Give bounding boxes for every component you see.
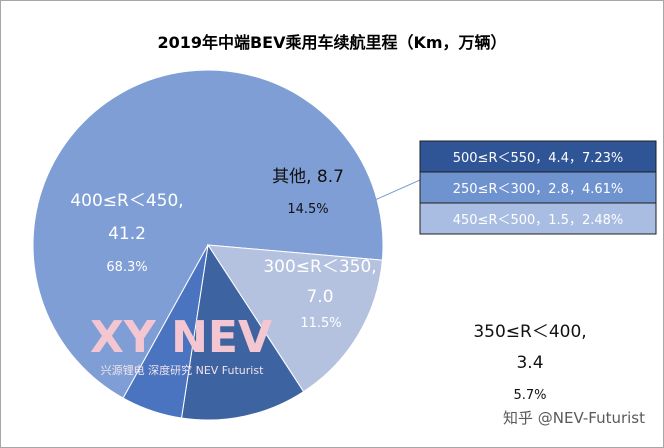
- slice-label-other-name: 其他, 8.7: [272, 167, 344, 187]
- breakdown-row-250-300-box: [419, 171, 657, 204]
- slice-400-450: [32, 69, 384, 399]
- callout-line: [374, 179, 421, 201]
- other-breakdown-table: 500≤R＜550，4.4，7.23% 250≤R＜300，2.8，4.61% 45…: [419, 140, 657, 235]
- breakdown-row-450-500-box: [419, 202, 657, 235]
- breakdown-row-500-550-box: [419, 140, 657, 173]
- slice-label-350-400-percent: 5.7%: [513, 388, 546, 403]
- slice-350-400: [122, 244, 209, 419]
- breakdown-row-450-500-text: 450≤R＜500，1.5，2.48%: [453, 213, 624, 228]
- breakdown-row-500-550-text: 500≤R＜550，4.4，7.23%: [453, 151, 624, 166]
- slice-label-other: 其他, 8.7 14.5%: [272, 167, 344, 217]
- watermark-tagline: 兴源锂电 深度研究 NEV Futurist: [101, 363, 264, 377]
- pie-slices: [32, 69, 384, 421]
- slice-label-300-350-name: 300≤R＜350,: [263, 257, 376, 277]
- slice-other: [207, 244, 383, 393]
- slice-label-400-450: 400≤R＜450, 41.2 68.3%: [70, 191, 183, 275]
- slice-label-400-450-percent: 68.3%: [106, 260, 147, 275]
- credit-text: 知乎 @NEV-Futurist: [503, 409, 645, 427]
- slice-label-300-350: 300≤R＜350, 7.0 11.5%: [263, 257, 376, 331]
- slice-label-other-percent: 14.5%: [287, 202, 328, 217]
- slice-label-300-350-value: 7.0: [306, 287, 333, 307]
- slice-300-350: [180, 243, 305, 421]
- chart-title: 2019年中端BEV乘用车续航里程（Km，万辆）: [157, 33, 506, 52]
- slice-label-400-450-name: 400≤R＜450,: [70, 191, 183, 211]
- breakdown-row-250-300-text: 250≤R＜300，2.8，4.61%: [453, 182, 624, 197]
- slice-label-300-350-percent: 11.5%: [300, 316, 341, 331]
- watermark-logo: XY NEV: [90, 312, 272, 363]
- slice-label-350-400: 350≤R＜400, 3.4 5.7%: [473, 322, 586, 403]
- slice-label-400-450-value: 41.2: [108, 224, 146, 244]
- slice-label-350-400-name: 350≤R＜400,: [473, 322, 586, 342]
- slice-label-350-400-value: 3.4: [516, 353, 543, 373]
